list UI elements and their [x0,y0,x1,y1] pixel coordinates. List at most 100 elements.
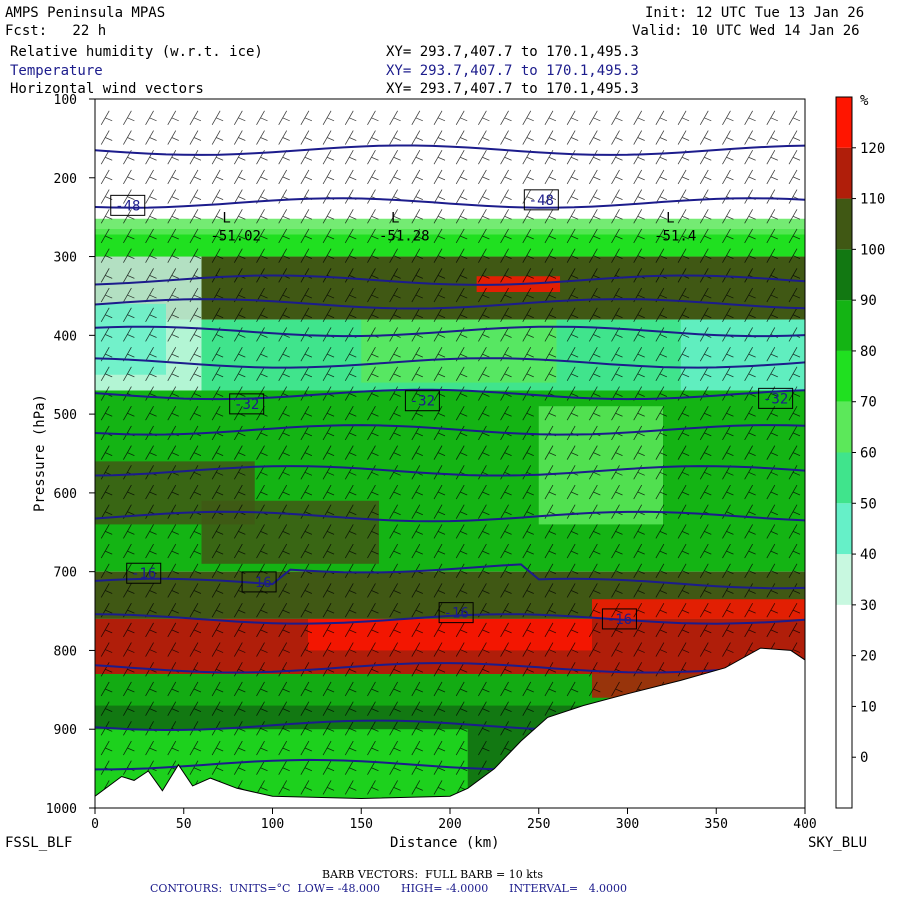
wind-barb [766,484,778,500]
wind-barb [433,760,446,775]
wind-barb [189,169,202,185]
wind-barb [588,366,601,382]
wind-barb [611,642,623,657]
wind-barb [123,248,135,263]
rh-patch [201,500,379,564]
wind-barb [300,484,313,500]
wind-barb [500,543,512,559]
wind-barb [389,524,401,539]
wind-barb [167,366,179,382]
init-time: Init: 12 UTC Tue 13 Jan 26 [645,5,865,21]
contour-label: -16 [607,612,632,628]
wind-barb [300,465,313,480]
wind-barb [167,445,179,460]
wind-barb [344,150,357,165]
wind-barb [367,740,379,756]
wind-barb [300,760,313,775]
wind-barb [100,268,113,283]
wind-barb [233,622,246,638]
wind-barb [788,563,801,578]
wind-barb [566,189,579,204]
wind-barb [367,602,379,618]
wind-barb [123,209,135,224]
wind-barb [588,484,601,500]
wind-barb [145,406,157,421]
wind-barb [722,169,734,185]
wind-barb [211,622,224,638]
y-tick-label: 300 [54,251,77,266]
wind-barb [611,622,623,638]
wind-barb [522,209,534,224]
wind-barb [677,642,690,657]
wind-barb [344,228,357,244]
wind-barb [322,583,335,598]
wind-barb [100,228,113,244]
wind-barb [344,760,357,775]
wind-barb [655,543,668,559]
wind-barb [500,622,512,638]
wind-barb [100,740,113,756]
wind-barb [300,622,313,638]
wind-barb [145,622,157,638]
wind-barb [367,209,379,224]
wind-barb [256,524,268,539]
wind-barb [411,287,423,303]
wind-barb [278,583,290,598]
wind-barb [389,445,401,460]
wind-barb [433,524,446,539]
wind-barb [566,268,579,283]
colorbar-bin [836,249,852,301]
wind-barb [544,110,557,126]
wind-barb [344,110,357,126]
wind-barb [478,425,490,441]
wind-barb [167,740,179,756]
contour-label-box [126,562,162,584]
wind-barb [100,248,113,263]
x-tick-label: 350 [705,817,728,832]
wind-barb [145,228,157,244]
wind-barb [433,189,446,204]
wind-barb [145,583,157,598]
wind-barb [611,189,623,204]
wind-barb [233,307,246,322]
wind-barb [322,209,335,224]
wind-barb [367,307,379,322]
wind-barb [611,465,623,480]
wind-barb [455,110,468,126]
wind-barb [455,681,468,697]
wind-barb [699,465,712,480]
wind-barb [633,622,645,638]
wind-barb [344,346,357,362]
wind-barb [588,110,601,126]
colorbar-tick-label: 20 [860,649,877,665]
wind-barb [722,445,734,460]
wind-barb [123,307,135,322]
wind-barb [344,445,357,460]
wind-barb [411,445,423,460]
wind-barb [278,130,290,145]
wind-barb [411,130,423,145]
wind-barb [699,484,712,500]
wind-barb [367,130,379,145]
wind-barb [256,780,268,795]
wind-barb [544,681,557,697]
wind-barb [278,681,290,697]
wind-barb [189,622,202,638]
wind-barb [145,150,157,165]
wind-barb [211,169,224,185]
wind-barb [544,543,557,559]
wind-barb [566,130,579,145]
wind-barb [788,110,801,126]
wind-barb [566,110,579,126]
wind-barb [433,583,446,598]
wind-barb [744,583,756,598]
wind-barb [256,445,268,460]
wind-barb [322,602,335,618]
colorbar-tick-label: 100 [860,242,885,258]
wind-barb [566,484,579,500]
wind-barb [433,662,446,677]
wind-barb [566,150,579,165]
wind-barb [611,346,623,362]
wind-barb [766,228,778,244]
wind-barb [655,110,668,126]
